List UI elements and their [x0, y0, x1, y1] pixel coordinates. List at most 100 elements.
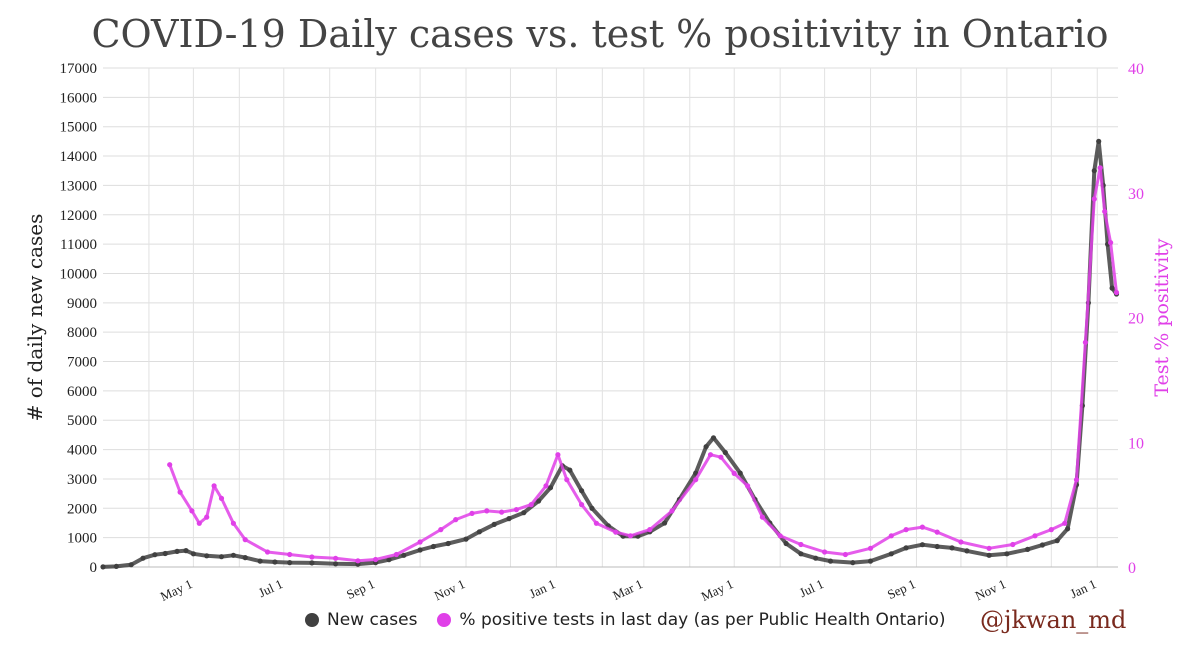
data-point-new-cases — [100, 564, 106, 570]
x-tick-label: May 1 — [699, 576, 736, 604]
data-point-positivity — [564, 477, 570, 483]
data-point-new-cases — [491, 521, 497, 528]
data-point-positivity — [579, 502, 585, 508]
data-point-positivity — [1048, 527, 1054, 533]
data-point-positivity — [647, 527, 653, 533]
data-point-positivity — [1113, 289, 1120, 296]
data-point-positivity — [211, 483, 217, 489]
data-point-new-cases — [174, 548, 180, 555]
series-line-positivity — [168, 166, 1118, 563]
data-point-positivity — [528, 502, 534, 508]
y-tick-label: 15000 — [60, 120, 98, 136]
y2-tick-label: 40 — [1128, 61, 1144, 78]
data-point-new-cases — [190, 551, 196, 557]
y-tick-label: 4000 — [67, 443, 97, 459]
data-point-new-cases — [567, 467, 573, 473]
data-point-positivity — [499, 509, 505, 515]
legend-label-positivity: % positive tests in last day (as per Pub… — [459, 610, 946, 630]
data-point-new-cases — [547, 485, 554, 491]
data-point-positivity — [958, 539, 964, 545]
y-tick-label: 3000 — [67, 472, 97, 488]
data-point-positivity — [693, 477, 699, 483]
data-point-new-cases — [272, 559, 278, 565]
data-point-positivity — [919, 524, 926, 530]
y2-tick-label: 20 — [1128, 311, 1144, 328]
y-tick-label: 9000 — [67, 296, 97, 312]
data-point-positivity — [1073, 477, 1080, 483]
data-point-positivity — [777, 533, 783, 539]
x-tick-label: Jul 1 — [256, 576, 285, 600]
data-point-new-cases — [964, 548, 970, 554]
data-point-new-cases — [703, 444, 709, 450]
data-point-new-cases — [218, 554, 225, 560]
y-tick-label: 17000 — [60, 61, 98, 77]
data-point-positivity — [555, 452, 561, 458]
legend-item-new-cases: New cases — [305, 610, 417, 630]
data-point-new-cases — [463, 536, 469, 542]
y-tick-label: 14000 — [60, 149, 98, 165]
data-point-positivity — [513, 507, 520, 513]
data-point-positivity — [287, 551, 293, 558]
data-point-new-cases — [850, 560, 856, 566]
chart-title: COVID-19 Daily cases vs. test % positivi… — [91, 12, 1109, 56]
data-point-new-cases — [287, 560, 293, 566]
data-point-positivity — [1010, 541, 1016, 548]
data-point-new-cases — [140, 555, 146, 561]
data-point-positivity — [627, 533, 634, 539]
data-point-new-cases — [589, 505, 595, 511]
data-point-new-cases — [230, 552, 236, 558]
data-point-positivity — [1091, 196, 1097, 202]
data-point-positivity — [1108, 240, 1114, 246]
y-tick-label: 7000 — [67, 355, 97, 371]
data-point-new-cases — [693, 470, 699, 476]
data-point-new-cases — [386, 557, 392, 563]
data-point-positivity — [204, 514, 210, 520]
y-axis-title: # of daily new cases — [23, 214, 47, 422]
data-point-positivity — [167, 462, 173, 468]
data-point-positivity — [264, 549, 271, 555]
legend: New cases % positive tests in last day (… — [305, 610, 966, 630]
data-point-positivity — [438, 527, 444, 533]
data-point-new-cases — [737, 470, 743, 476]
data-point-new-cases — [204, 553, 210, 559]
data-point-positivity — [1032, 533, 1038, 539]
data-point-new-cases — [888, 551, 894, 557]
data-point-new-cases — [430, 543, 436, 550]
data-point-positivity — [986, 545, 992, 551]
legend-dot-positivity — [437, 613, 452, 627]
data-point-new-cases — [113, 563, 119, 570]
y2-tick-label: 30 — [1128, 186, 1144, 203]
data-point-positivity — [707, 452, 714, 458]
data-point-positivity — [242, 537, 248, 543]
y2-tick-label: 0 — [1128, 560, 1136, 577]
data-point-new-cases — [1091, 168, 1097, 174]
data-point-new-cases — [1025, 546, 1031, 553]
data-point-new-cases — [827, 558, 834, 564]
x-tick-label: Jul 1 — [797, 576, 826, 600]
y-tick-label: 8000 — [67, 325, 97, 341]
data-point-new-cases — [986, 552, 992, 558]
data-point-new-cases — [445, 540, 451, 547]
data-point-positivity — [189, 508, 195, 514]
data-point-positivity — [373, 556, 379, 563]
data-point-new-cases — [710, 435, 717, 441]
data-point-positivity — [393, 551, 399, 558]
y-tick-label: 6000 — [67, 384, 97, 400]
x-tick-label: Sep 1 — [885, 576, 918, 602]
x-tick-label: Jan 1 — [527, 576, 558, 601]
data-point-positivity — [1097, 165, 1103, 171]
data-point-positivity — [669, 508, 675, 514]
data-point-new-cases — [798, 551, 804, 557]
data-point-new-cases — [579, 488, 585, 494]
data-point-new-cases — [309, 560, 315, 566]
data-point-positivity — [1062, 520, 1068, 526]
x-tick-label: Jan 1 — [1068, 576, 1099, 601]
data-point-new-cases — [934, 543, 940, 550]
legend-label-new-cases: New cases — [327, 610, 418, 630]
data-point-new-cases — [333, 561, 339, 567]
data-point-positivity — [798, 541, 804, 548]
data-point-new-cases — [506, 516, 512, 522]
data-point-positivity — [613, 529, 619, 535]
x-tick-label: Nov 1 — [973, 576, 1008, 603]
